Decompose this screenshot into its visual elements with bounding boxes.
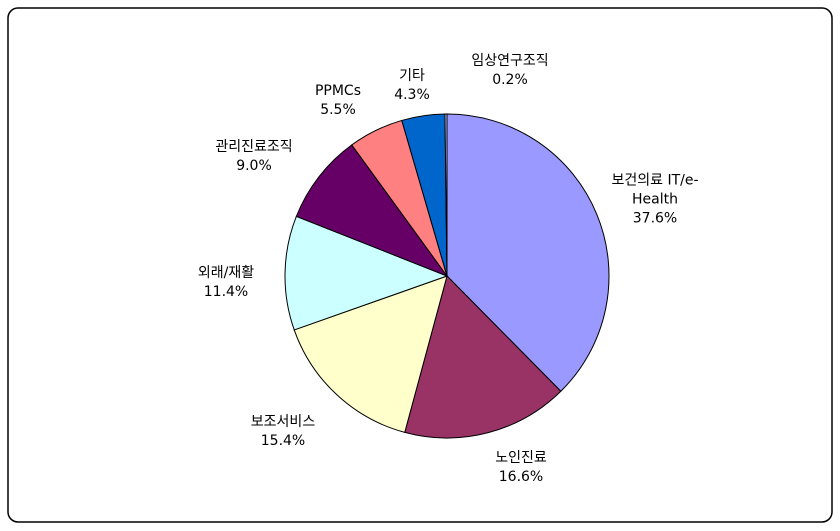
slice-label: 임상연구조직 0.2%	[455, 52, 565, 90]
value-label: 15.4%	[260, 433, 306, 449]
value-label: 37.6%	[632, 210, 678, 227]
value-label: 16.6%	[498, 469, 544, 485]
pie-slice	[293, 275, 448, 434]
pie-slice	[295, 144, 449, 278]
value-label: 0.2%	[492, 72, 528, 88]
category-label: 보조서비스	[250, 414, 316, 430]
pie-slice	[404, 275, 562, 439]
slice-label: 보조서비스 15.4%	[238, 413, 328, 451]
slice-label: 노인진료 16.6%	[476, 449, 566, 487]
category-label: 노인진료	[495, 450, 547, 466]
slice-label: 보건의료 IT/e-Health 37.6%	[595, 172, 715, 229]
slice-label: 관리진료조직 9.0%	[194, 138, 314, 176]
value-label: 4.3%	[394, 87, 430, 103]
category-label: 보건의료 IT/e-Health	[611, 172, 699, 208]
category-label: 임상연구조직	[471, 53, 549, 69]
value-label: 9.0%	[236, 158, 272, 174]
value-label: 11.4%	[203, 284, 249, 300]
pie-slice	[444, 113, 448, 277]
slice-label: 외래/재활 11.4%	[181, 264, 271, 302]
slice-label: 기타 4.3%	[382, 67, 442, 105]
category-label: 관리진료조직	[215, 139, 293, 155]
category-label: PPMCs	[314, 83, 362, 99]
category-label: 기타	[399, 68, 425, 84]
pie-slice	[446, 113, 610, 392]
pie-slice	[284, 215, 449, 331]
category-label: 외래/재활	[197, 265, 255, 281]
slice-label: PPMCs 5.5%	[298, 82, 378, 120]
value-label: 5.5%	[320, 102, 356, 118]
